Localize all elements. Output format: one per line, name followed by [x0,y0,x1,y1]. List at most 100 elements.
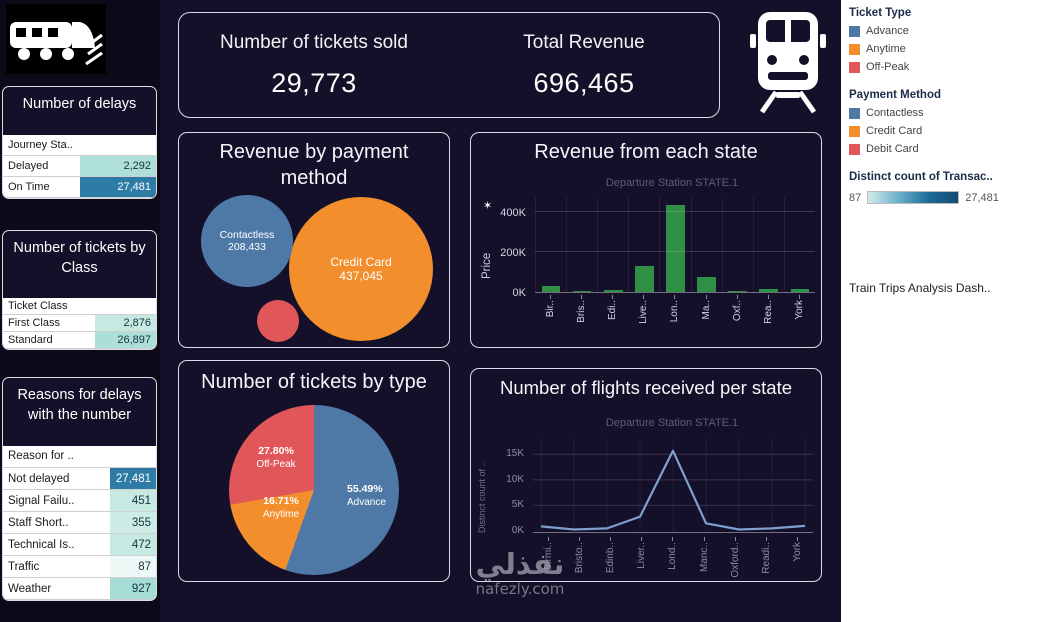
gradient-max: 27,481 [965,191,999,204]
bar[interactable] [541,286,561,292]
legend-item-creditcard[interactable]: Credit Card [849,125,1031,137]
x-tick-label: York [793,300,805,320]
delays-table: Journey Sta.. Delayed 2,292 On Time 27,4… [3,134,156,198]
bar[interactable] [666,204,685,292]
pie-label-anytime: 16.71% Anytime [262,495,300,520]
kpi-value: 696,465 [533,67,635,98]
chart-title: Number of tickets by type [201,371,427,393]
line-x-axis: Birmi.. Bristo.. Edinb.. Liver.. Lond.. Manc.… [533,537,813,581]
bar-slot [597,197,628,292]
bar[interactable] [790,288,810,292]
bar[interactable] [572,290,592,292]
gradient-ramp[interactable] [867,191,960,204]
chart-subtitle: Departure Station STATE.1 [605,417,739,429]
watermark-site: nafezly.com [475,580,565,598]
legend-item-debitcard[interactable]: Debit Card [849,143,1031,155]
table-row[interactable]: First Class 2,876 [3,314,156,332]
table-row[interactable]: Weather 927 [3,577,156,600]
legend-item-advance[interactable]: Advance [849,25,1031,37]
table-row[interactable]: Traffic 87 [3,555,156,578]
legend-swatch [849,43,860,55]
x-tick: Lon.. [659,295,690,345]
x-tick: Lond.. [657,537,688,581]
y-axis-label: Distinct count of .. [477,461,487,533]
table-row[interactable]: Technical Is.. 472 [3,533,156,556]
chart-subtitle: Departure Station STATE.1 [605,177,739,189]
tickets-by-type-card: Number of tickets by type 27.80% Off-Pea… [178,360,450,582]
contactless-bubble[interactable]: Contactless 208,433 [201,195,293,287]
legend-swatch [849,61,860,73]
x-tick-label: Ma.. [700,300,712,320]
watermark: نفذلي nafezly.com [430,548,610,598]
x-tick-label: Bris.. [576,300,588,323]
bar[interactable] [635,266,654,292]
table-row[interactable]: Not delayed 27,481 [3,467,156,490]
x-tick: Liver.. [626,537,657,581]
kpi-card: Number of tickets sold 29,773 Total Reve… [178,12,720,118]
pie-label-advance: 55.49% Advance [347,483,386,508]
x-tick: Edi.. [597,295,628,345]
bar[interactable] [697,277,716,292]
table-header-row: Reason for .. [3,445,156,468]
table-row[interactable]: Delayed 2,292 [3,155,156,177]
train-front-icon [742,8,834,114]
panel-title: Number of delays [22,96,137,112]
bar-plot[interactable] [535,197,815,293]
table-row[interactable]: Signal Failu.. 451 [3,489,156,512]
watermark-arabic: نفذلي [475,547,565,581]
x-tick-label: Live.. [638,300,650,324]
bar-slot [752,197,784,292]
x-tick: Oxf.. [722,295,753,345]
bar-slot [690,197,722,292]
legend-swatch [849,25,860,37]
x-tick-label: Rea.. [762,300,774,324]
table-header-row: Journey Sta.. [3,134,156,156]
pie-chart[interactable] [229,405,399,575]
bar[interactable] [728,291,748,292]
delays-panel: Number of delays Journey Sta.. Delayed 2… [2,86,157,199]
x-tick: Bir.. [535,295,566,345]
kpi-label: Number of tickets sold [220,31,408,53]
bar-slot [566,197,597,292]
legend-item-contactless[interactable]: Contactless [849,107,1031,119]
credit-card-bubble[interactable]: Credit Card 437,045 [289,197,433,341]
sheet-tab-name[interactable]: Train Trips Analysis Dash.. [849,281,991,295]
bar[interactable] [603,290,623,292]
class-table: Ticket Class First Class 2,876 Standard … [3,297,156,349]
debit-card-bubble[interactable] [257,300,299,342]
train-logo-icon [6,4,106,74]
bar-slot [721,197,753,292]
bar-slot [783,197,815,292]
x-tick: Live.. [628,295,659,345]
line-plot[interactable] [533,439,813,533]
x-tick-label: Oxf.. [731,300,743,322]
x-tick-label: York [791,542,803,562]
x-tick: York [784,295,815,345]
table-row[interactable]: Standard 26,897 [3,331,156,349]
flights-per-state-card: Number of flights received per state Dep… [470,368,822,582]
bubble-value: 437,045 [339,269,383,283]
distinct-count-legend-title: Distinct count of Transac.. [849,171,993,183]
x-tick: Rea.. [753,295,784,345]
y-tick-label: 5K [511,499,524,511]
gradient-min: 87 [849,191,862,204]
column-header: Journey Sta.. [3,134,80,156]
table-row[interactable]: Staff Short.. 355 [3,511,156,534]
x-tick: Bris.. [566,295,597,345]
chart-title: Number of flights received per state [499,377,793,398]
kpi-value: 29,773 [271,67,357,98]
bar-slot [535,197,566,292]
x-tick: Edinb.. [595,537,626,581]
bubble-label: Contactless [219,229,275,241]
legend-item-offpeak[interactable]: Off-Peak [849,61,1031,73]
x-tick-label: Liver.. [636,542,648,569]
x-tick: Birmi.. [533,537,564,581]
x-tick: York [782,537,813,581]
delay-reasons-panel: Reasons for delays with the number Reaso… [2,377,157,601]
y-tick-label: 0K [511,525,524,536]
table-row[interactable]: On Time 27,481 [3,176,156,198]
pie-label-offpeak: 27.80% Off-Peak [256,445,296,470]
chart-title: Revenue by payment method [219,141,409,189]
bar[interactable] [759,289,779,292]
legend-item-anytime[interactable]: Anytime [849,43,1031,55]
